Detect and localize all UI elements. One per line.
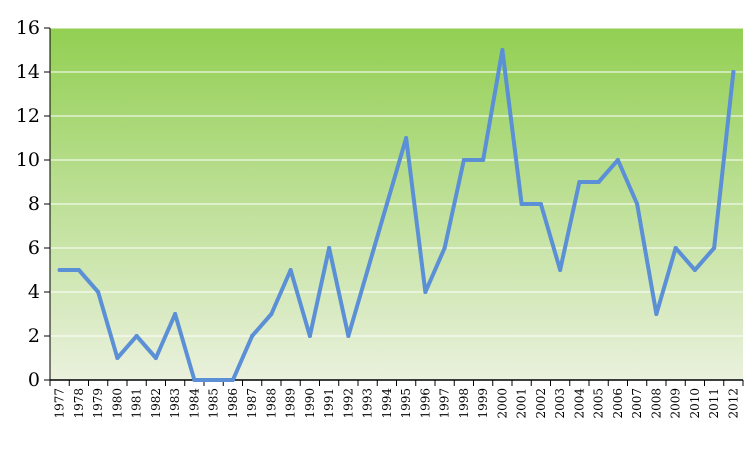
data-point [327, 246, 332, 250]
data-point [712, 246, 717, 250]
x-tick-label: 2008 [649, 388, 663, 419]
x-tick-label: 1994 [380, 388, 394, 419]
x-tick-label: 1978 [72, 388, 86, 419]
y-tick-label: 2 [28, 325, 40, 347]
data-point [423, 290, 428, 294]
data-point [230, 378, 235, 382]
data-point [76, 268, 81, 272]
x-tick-label: 2000 [495, 388, 509, 419]
x-tick-label: 1998 [457, 388, 471, 419]
x-tick-label: 2009 [669, 388, 683, 419]
data-point [346, 334, 351, 338]
y-tick-label: 10 [16, 149, 40, 171]
x-tick-label: 1984 [187, 388, 201, 419]
data-point [654, 312, 659, 316]
x-tick-label: 1982 [149, 388, 163, 419]
data-point [481, 158, 486, 162]
x-tick-label: 1990 [303, 388, 317, 419]
x-tick-label: 2004 [572, 388, 586, 419]
data-point [307, 334, 312, 338]
data-point [57, 268, 62, 272]
x-tick-label: 2010 [688, 388, 702, 419]
x-tick-label: 2012 [726, 388, 740, 419]
x-tick-label: 1999 [476, 388, 490, 419]
x-tick-label: 1985 [207, 388, 221, 419]
data-point [96, 290, 101, 294]
x-tick-label: 1996 [418, 388, 432, 419]
x-tick-label: 1991 [322, 388, 336, 419]
x-tick-label: 1989 [284, 388, 298, 419]
x-axis-ticks: 1977 1978 1979 1980 1981 1982 1983 1984 1985 1986… [49, 380, 744, 419]
x-tick-label: 1987 [245, 388, 259, 419]
data-point [211, 378, 216, 382]
data-point [269, 312, 274, 316]
y-tick-label: 14 [16, 61, 40, 83]
x-tick-label: 1980 [110, 388, 124, 419]
x-tick-label: 1986 [226, 388, 240, 419]
x-tick-label: 1995 [399, 388, 413, 419]
data-point [558, 268, 563, 272]
y-tick-label: 6 [28, 237, 40, 259]
data-point [577, 180, 582, 184]
x-tick-label: 1979 [91, 388, 105, 419]
x-tick-label: 2003 [553, 388, 567, 419]
x-tick-label: 2001 [515, 388, 529, 419]
data-point [173, 312, 178, 316]
x-tick-label: 1992 [341, 388, 355, 419]
data-point [519, 202, 524, 206]
y-tick-label: 4 [28, 281, 40, 303]
data-point [461, 158, 466, 162]
data-point [365, 268, 370, 272]
data-point [500, 48, 505, 52]
data-point [731, 70, 736, 74]
data-point [134, 334, 139, 338]
x-tick-label: 2007 [630, 388, 644, 419]
x-tick-label: 1983 [168, 388, 182, 419]
x-tick-label: 2006 [611, 388, 625, 419]
x-tick-label: 1988 [264, 388, 278, 419]
y-tick-label: 0 [28, 369, 40, 391]
x-tick-label: 1981 [130, 388, 144, 419]
x-tick-label: 1977 [53, 388, 67, 419]
x-tick-label: 2002 [534, 388, 548, 419]
data-point [442, 246, 447, 250]
data-point [115, 356, 120, 360]
y-axis-ticks: 0 2 4 6 8 10 12 14 16 [16, 17, 50, 391]
data-point [250, 334, 255, 338]
y-tick-label: 16 [16, 17, 40, 39]
x-tick-label: 1997 [438, 388, 452, 419]
data-point [596, 180, 601, 184]
x-tick-label: 2005 [592, 388, 606, 419]
series-line [57, 48, 736, 382]
y-tick-label: 8 [28, 193, 40, 215]
x-tick-label: 2011 [707, 388, 721, 419]
data-point [538, 202, 543, 206]
data-point [635, 202, 640, 206]
data-point [153, 356, 158, 360]
data-point [673, 246, 678, 250]
data-point [404, 136, 409, 140]
data-point [192, 378, 197, 382]
data-point [288, 268, 293, 272]
data-point [692, 268, 697, 272]
data-point [384, 202, 389, 206]
y-tick-label: 12 [16, 105, 40, 127]
data-point [615, 158, 620, 162]
x-tick-label: 1993 [361, 388, 375, 419]
